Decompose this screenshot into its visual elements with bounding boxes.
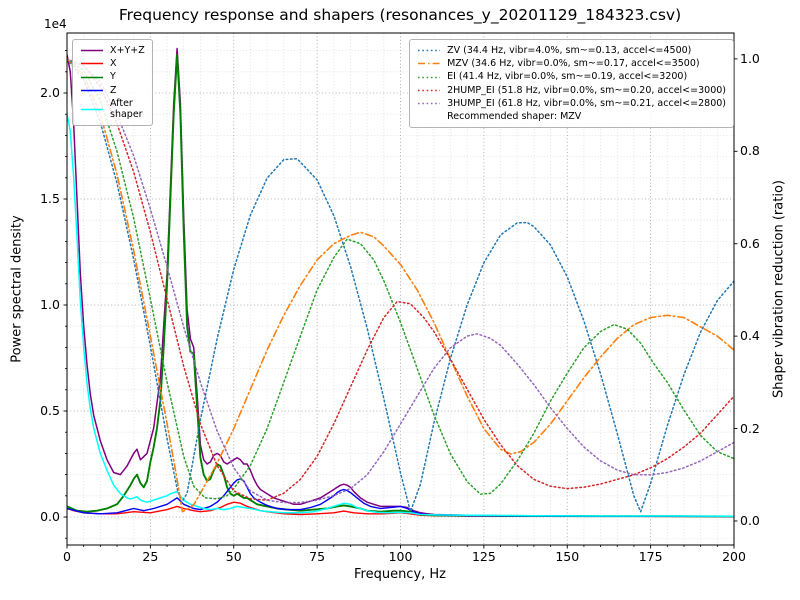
legend-line-swatch bbox=[81, 89, 103, 92]
legend-label: 3HUMP_EI (61.8 Hz, vibr=0.0%, sm~=0.21, … bbox=[447, 97, 726, 109]
legend-item-1: MZV (34.6 Hz, vibr=0.0%, sm~=0.17, accel… bbox=[417, 57, 726, 70]
y-right-tick-label: 0.2 bbox=[740, 420, 760, 436]
series-shaper_ei bbox=[67, 58, 734, 500]
y-left-tick-label: 1.0 bbox=[40, 297, 60, 312]
legend-line-swatch bbox=[81, 49, 103, 52]
y-left-tick-label: 0.0 bbox=[40, 509, 60, 524]
x-tick-label: 100 bbox=[388, 549, 413, 564]
legend-line-swatch bbox=[418, 102, 441, 105]
legend-line-swatch bbox=[418, 89, 441, 92]
series-shaper_2hump_ei bbox=[67, 58, 734, 501]
legend-line-swatch bbox=[81, 62, 103, 65]
legend-line-swatch bbox=[418, 76, 441, 78]
x-tick-label: 0 bbox=[63, 549, 71, 564]
legend-item-4: After shaper bbox=[80, 97, 145, 121]
y-right-tick-label: 0.6 bbox=[740, 235, 760, 251]
legend-item-2: EI (41.4 Hz, vibr=0.0%, sm~=0.19, accel<… bbox=[417, 70, 726, 83]
y-left-tick-label: 1.5 bbox=[40, 191, 60, 206]
y-axis-offset-label: 1e4 bbox=[44, 17, 67, 31]
series-group bbox=[67, 47, 734, 518]
legend-item-3: Z bbox=[80, 84, 145, 97]
x-tick-label: 150 bbox=[555, 549, 580, 564]
x-axis-label: Frequency, Hz bbox=[353, 567, 447, 582]
series-shaper_3hump_ei bbox=[67, 58, 734, 504]
legend-item-3: 2HUMP_EI (51.8 Hz, vibr=0.0%, sm~=0.20, … bbox=[417, 84, 726, 97]
legend-label: 2HUMP_EI (51.8 Hz, vibr=0.0%, sm~=0.20, … bbox=[447, 84, 726, 96]
legend-item-0: X+Y+Z bbox=[80, 44, 145, 57]
legend-item-0: ZV (34.4 Hz, vibr=4.0%, sm~=0.13, accel<… bbox=[417, 44, 726, 57]
series-shaper_mzv bbox=[67, 58, 734, 513]
legend-item-4: 3HUMP_EI (61.8 Hz, vibr=0.0%, sm~=0.21, … bbox=[417, 97, 726, 110]
legend-item-1: X bbox=[80, 57, 145, 70]
shaper-legend: ZV (34.4 Hz, vibr=4.0%, sm~=0.13, accel<… bbox=[409, 39, 734, 129]
legend-label: X bbox=[110, 58, 117, 70]
x-tick-label: 25 bbox=[142, 549, 159, 564]
series-psd_after_shaper bbox=[67, 113, 734, 517]
series-shaper_zv bbox=[67, 58, 734, 513]
legend-label: ZV (34.4 Hz, vibr=4.0%, sm~=0.13, accel<… bbox=[447, 45, 692, 56]
y-right-tick-label: 1.0 bbox=[740, 50, 760, 66]
legend-note: Recommended shaper: MZV bbox=[447, 111, 582, 123]
legend-label: After shaper bbox=[110, 97, 143, 121]
y-left-axis-label: Power spectral density bbox=[9, 215, 25, 363]
y-right-tick-label: 0.0 bbox=[740, 512, 760, 528]
legend-label: Y bbox=[110, 71, 116, 83]
chart-title: Frequency response and shapers (resonanc… bbox=[118, 6, 682, 24]
legend-label: X+Y+Z bbox=[110, 45, 145, 56]
psd-legend: X+Y+Z X Y Z After shaper bbox=[72, 39, 153, 127]
y-left-tick-label: 0.5 bbox=[40, 403, 60, 418]
x-tick-label: 175 bbox=[638, 549, 663, 564]
y-right-axis-label: Shaper vibration reduction (ratio) bbox=[771, 180, 787, 398]
y-left-tick-label: 2.0 bbox=[40, 84, 60, 100]
y-right-tick-label: 0.4 bbox=[740, 328, 760, 344]
legend-label: EI (41.4 Hz, vibr=0.0%, sm~=0.19, accel<… bbox=[447, 71, 688, 83]
legend-line-swatch bbox=[81, 108, 103, 110]
x-tick-label: 50 bbox=[225, 549, 242, 564]
legend-label: Z bbox=[110, 84, 117, 96]
legend-line-swatch bbox=[418, 62, 441, 65]
legend-item-2: Y bbox=[80, 70, 145, 83]
legend-label: MZV (34.6 Hz, vibr=0.0%, sm~=0.17, accel… bbox=[447, 58, 700, 70]
x-tick-label: 75 bbox=[309, 549, 326, 564]
x-tick-label: 200 bbox=[722, 549, 746, 564]
y-right-tick-label: 0.8 bbox=[740, 143, 760, 159]
legend-line-swatch bbox=[418, 49, 441, 52]
legend-line-swatch bbox=[81, 76, 103, 78]
x-tick-label: 125 bbox=[471, 549, 496, 564]
